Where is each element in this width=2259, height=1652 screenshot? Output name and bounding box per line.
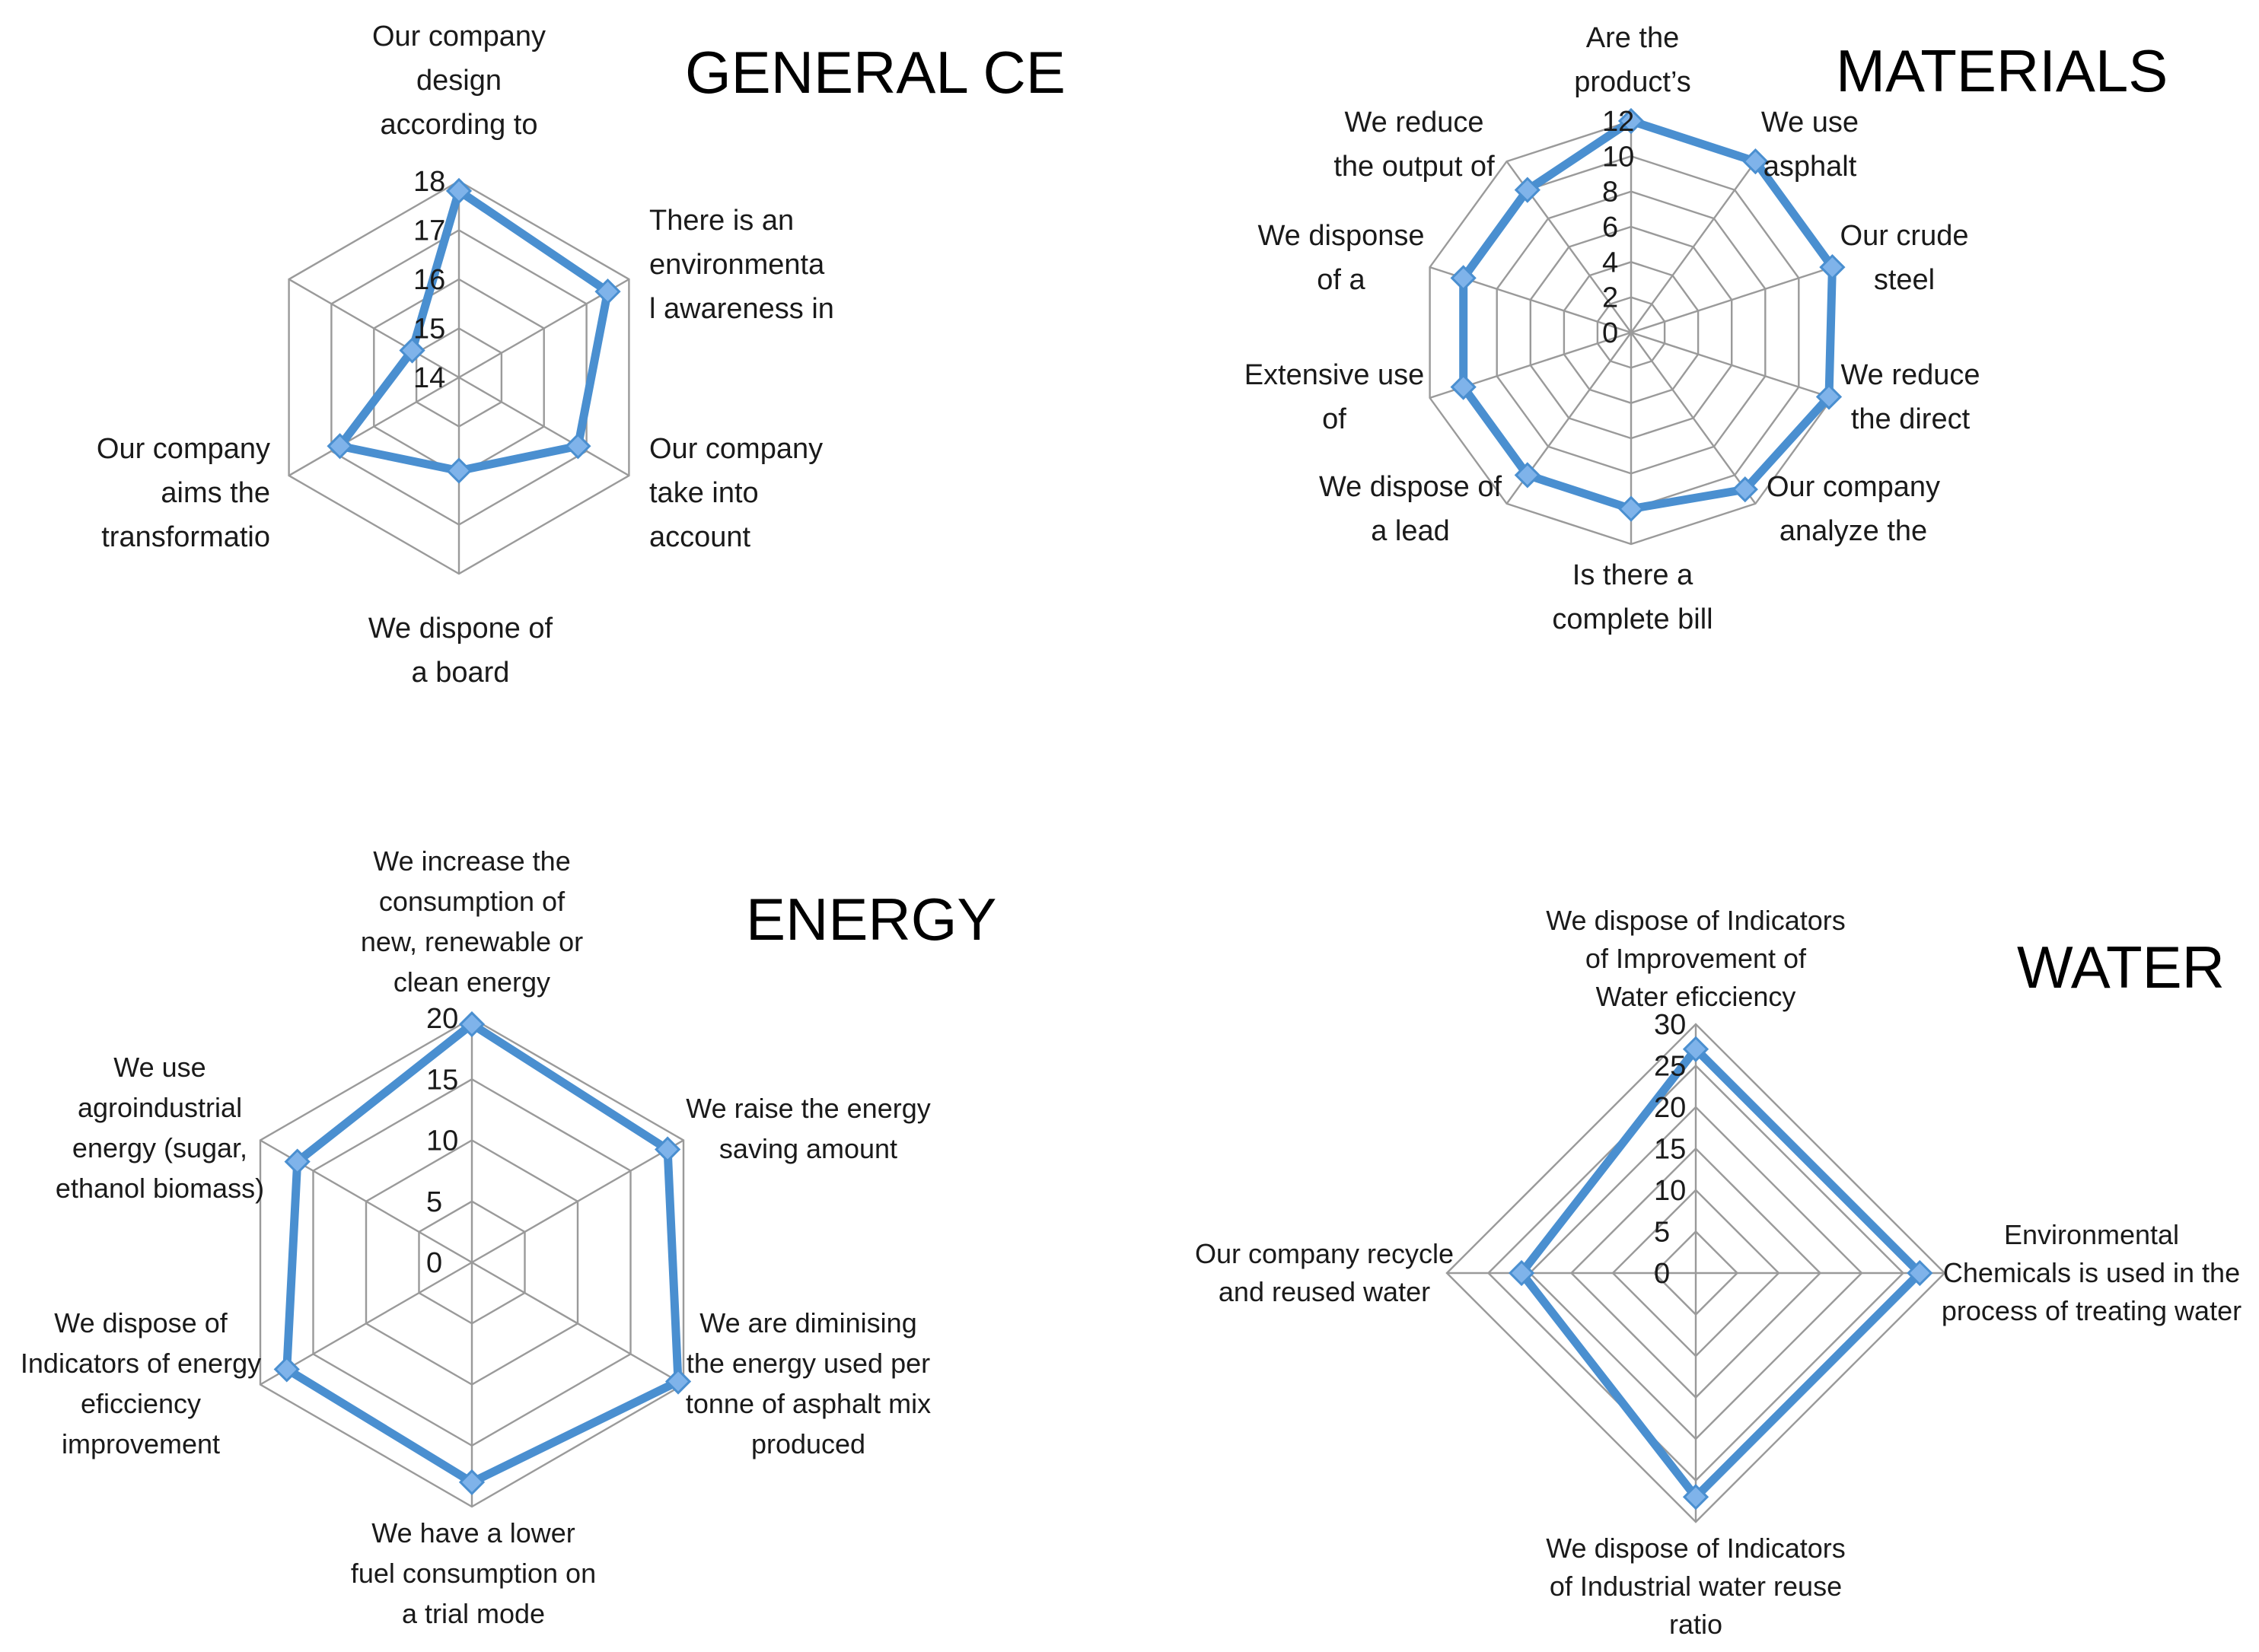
category-label: Our company recycle and reused water bbox=[1195, 1238, 1454, 1307]
tick-label: 15 bbox=[1654, 1134, 1686, 1166]
series-line bbox=[282, 1020, 683, 1487]
data-point-marker bbox=[273, 1356, 300, 1383]
category-label: Is there a complete bill bbox=[1552, 559, 1713, 635]
tick-label: 0 bbox=[426, 1247, 442, 1279]
axis-spoke bbox=[1630, 331, 1833, 399]
tick-label: 10 bbox=[1654, 1175, 1686, 1207]
data-point-marker bbox=[399, 337, 425, 364]
tick-label: 10 bbox=[426, 1125, 458, 1157]
axis-spoke bbox=[260, 1261, 473, 1386]
data-point-marker bbox=[1682, 1484, 1709, 1510]
data-point-marker bbox=[655, 1136, 681, 1163]
category-label: We increase the consumption of new, renewa… bbox=[361, 845, 583, 998]
category-label: We disponse of a bbox=[1258, 220, 1425, 296]
chart-title: GENERAL CE bbox=[685, 39, 1066, 106]
data-point-marker bbox=[327, 433, 353, 460]
data-point-marker bbox=[565, 433, 591, 460]
data-point-marker bbox=[1732, 476, 1758, 503]
data-point-marker bbox=[1514, 177, 1541, 203]
axis-spoke bbox=[1630, 332, 1757, 505]
data-point-marker bbox=[1617, 495, 1645, 522]
chart-title: MATERIALS bbox=[1836, 37, 2168, 104]
category-label: Our company take into account bbox=[649, 433, 823, 553]
data-point-marker bbox=[458, 1469, 486, 1496]
category-label: We have a lower fuel consumption on a tria… bbox=[351, 1517, 596, 1629]
radar-chart-general-ce: 14 15 16 17 18 Our company design according to T… bbox=[97, 21, 1066, 689]
category-label: Our crude steel bbox=[1840, 220, 1969, 296]
category-label: There is an environmenta l awareness in bbox=[649, 205, 834, 325]
category-label: We use agroindustrial energy (sugar, ethano… bbox=[56, 1052, 264, 1204]
tick-label: 17 bbox=[413, 215, 445, 247]
tick-label: 14 bbox=[413, 362, 445, 394]
category-label: Are the product’s bbox=[1574, 22, 1691, 98]
data-point-marker bbox=[1819, 253, 1846, 281]
tick-label: 8 bbox=[1602, 177, 1618, 208]
data-point-marker bbox=[1742, 148, 1769, 175]
tick-label: 0 bbox=[1602, 317, 1618, 349]
chart-title: WATER bbox=[2017, 934, 2225, 1001]
category-label: We are diminising the energy used per tonn… bbox=[686, 1307, 931, 1459]
axis-spoke bbox=[471, 1261, 684, 1386]
data-point-marker bbox=[1682, 1036, 1709, 1062]
tick-label: 2 bbox=[1602, 282, 1618, 314]
category-label: We use asphalt bbox=[1761, 107, 1859, 183]
category-label: Our company analyze the bbox=[1767, 471, 1940, 547]
data-point-marker bbox=[445, 457, 473, 484]
data-point-marker bbox=[1450, 374, 1477, 400]
category-label: Environmental Chemicals is used in the pro… bbox=[1942, 1219, 2241, 1326]
category-label: We reduce the output of bbox=[1333, 107, 1495, 183]
data-point-marker bbox=[594, 279, 621, 305]
axis-spoke bbox=[458, 376, 630, 477]
category-label: We dispose of a lead bbox=[1319, 471, 1502, 547]
tick-label: 20 bbox=[426, 1003, 458, 1035]
data-point-marker bbox=[1907, 1259, 1933, 1287]
category-label: Our company design according to bbox=[372, 21, 546, 141]
tick-label: 20 bbox=[1654, 1092, 1686, 1124]
tick-label: 16 bbox=[413, 264, 445, 296]
category-label: We dispone of a board bbox=[368, 613, 553, 689]
series-line bbox=[336, 186, 612, 476]
tick-label: 12 bbox=[1602, 106, 1634, 138]
axis-spoke bbox=[1630, 266, 1833, 334]
chart-title: ENERGY bbox=[746, 886, 996, 953]
data-point-marker bbox=[1514, 462, 1541, 489]
axis-spoke bbox=[471, 1139, 684, 1264]
category-label: We dispose of Indicators of energy eficcie… bbox=[21, 1307, 261, 1459]
data-point-marker bbox=[1450, 265, 1477, 291]
category-label: Our company aims the transformatio bbox=[97, 433, 270, 553]
tick-label: 30 bbox=[1654, 1009, 1686, 1041]
axis-spoke bbox=[1630, 161, 1757, 333]
tick-label: 5 bbox=[426, 1186, 442, 1218]
tick-label: 4 bbox=[1602, 247, 1618, 279]
data-point-marker bbox=[1815, 384, 1843, 410]
tick-label: 10 bbox=[1602, 141, 1634, 173]
tick-label: 6 bbox=[1602, 212, 1618, 244]
tick-label: 15 bbox=[426, 1064, 458, 1096]
data-point-marker bbox=[445, 177, 473, 205]
category-label: We reduce the direct bbox=[1840, 359, 1980, 435]
category-label: We dispose of Indicators of Improvement o… bbox=[1546, 905, 1846, 1012]
tick-label: 25 bbox=[1654, 1051, 1686, 1083]
category-label: We raise the energy saving amount bbox=[686, 1093, 931, 1164]
tick-label: 18 bbox=[413, 166, 445, 198]
data-point-marker bbox=[664, 1368, 692, 1395]
category-label: Extensive use of bbox=[1244, 359, 1425, 435]
tick-label: 5 bbox=[1654, 1217, 1670, 1249]
category-label: We dispose of Indicators of Industrial wa… bbox=[1546, 1533, 1846, 1640]
tick-label: 15 bbox=[413, 314, 445, 345]
data-point-marker bbox=[284, 1148, 311, 1175]
tick-label: 0 bbox=[1654, 1258, 1670, 1290]
data-point-marker bbox=[1508, 1259, 1535, 1287]
data-point-marker bbox=[1617, 107, 1645, 135]
axis-spoke bbox=[288, 376, 460, 477]
axis-spoke bbox=[288, 278, 460, 379]
radar-chart-energy: 0 5 10 15 20 We increase the consumption of new… bbox=[21, 845, 997, 1629]
data-point-marker bbox=[458, 1011, 486, 1038]
